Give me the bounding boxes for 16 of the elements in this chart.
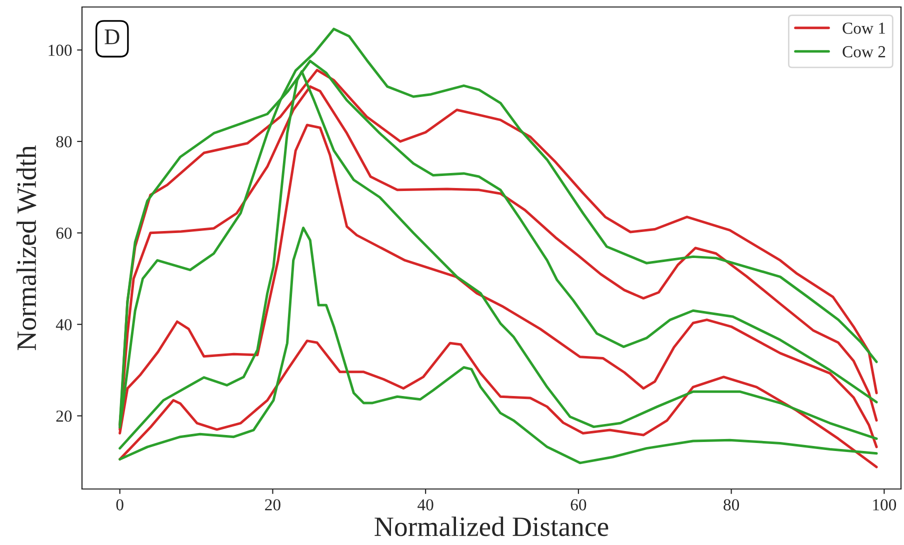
y-tick-label: 60 bbox=[56, 228, 72, 239]
x-axis-title: Normalized Distance bbox=[374, 516, 608, 536]
x-tick-label: 40 bbox=[418, 499, 434, 510]
x-tick-label: 20 bbox=[265, 499, 280, 510]
legend-label: Cow 2 bbox=[842, 46, 886, 58]
x-tick-label: 60 bbox=[570, 499, 586, 510]
y-tick-label: 80 bbox=[56, 136, 72, 148]
x-tick-label: 80 bbox=[724, 499, 740, 510]
x-tick-label: 100 bbox=[873, 499, 896, 510]
annotation: D bbox=[104, 30, 120, 44]
x-tick-label: 0 bbox=[116, 499, 124, 510]
y-tick-label: 20 bbox=[56, 410, 72, 422]
legend-label: Cow 1 bbox=[842, 22, 885, 34]
y-tick-label: 40 bbox=[56, 319, 72, 330]
y-axis-title: Normalized Width bbox=[16, 145, 36, 350]
y-tick-label: 100 bbox=[48, 44, 72, 56]
